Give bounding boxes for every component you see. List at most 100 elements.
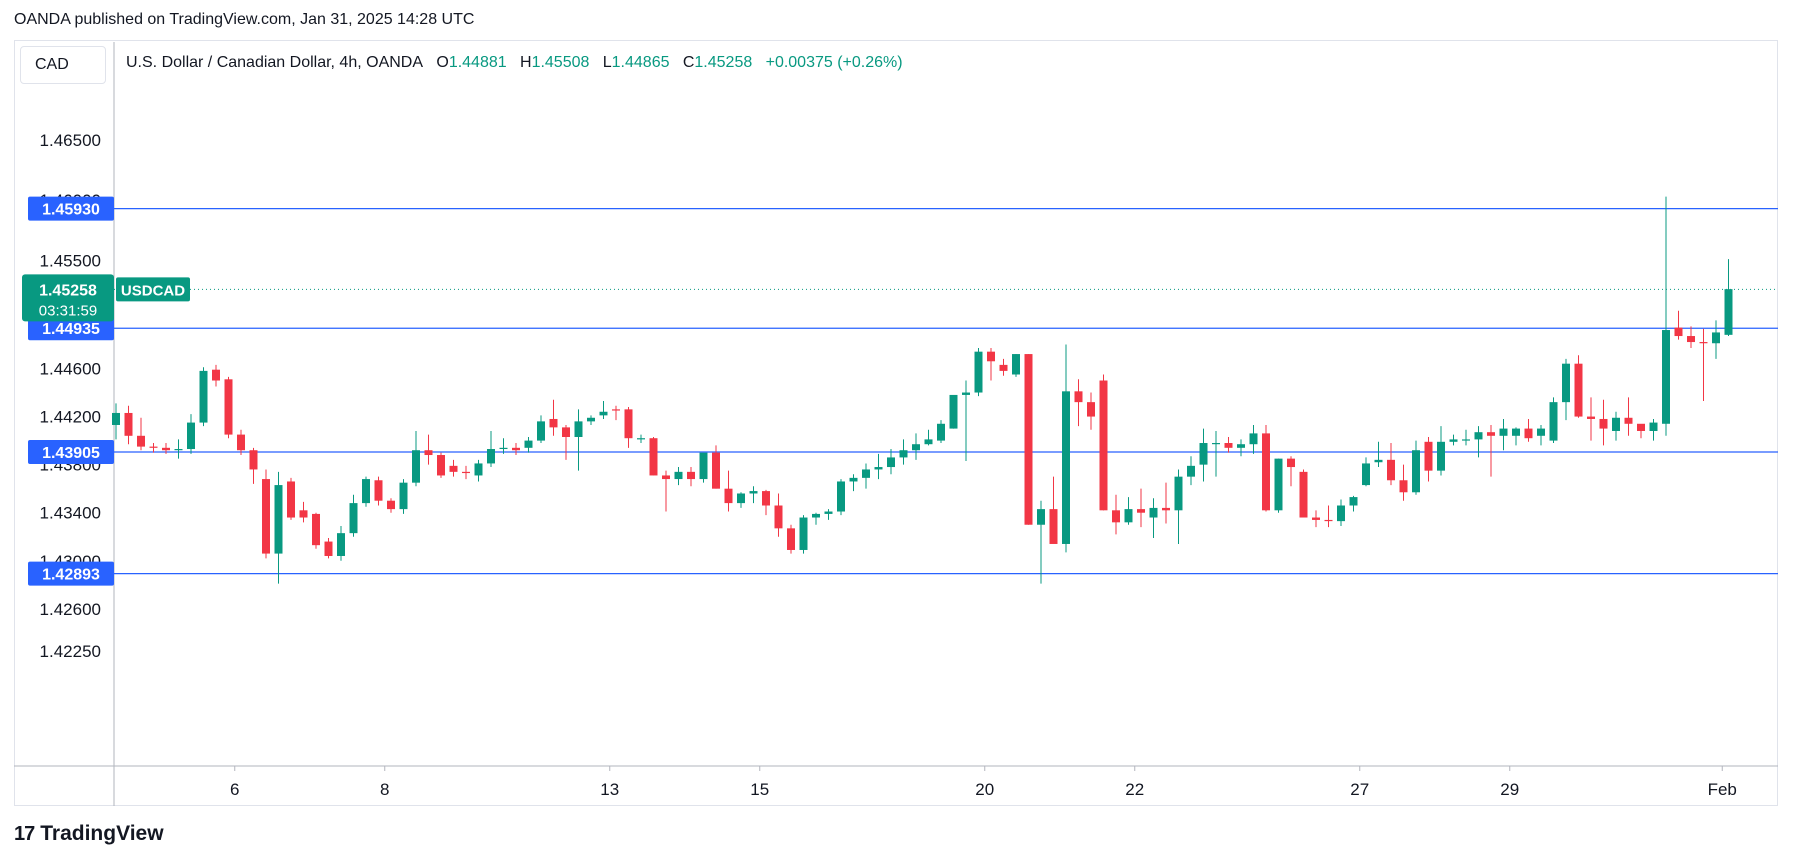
candle-body-down xyxy=(1399,480,1408,493)
candle-body-up xyxy=(1462,439,1470,441)
candle-body-down xyxy=(387,500,395,510)
tradingview-logo-icon: 17 xyxy=(14,822,35,845)
candle-body-down xyxy=(262,479,270,554)
price-level-label: 1.42893 xyxy=(42,567,100,584)
candle-body-up xyxy=(824,511,833,514)
candle-body-up xyxy=(362,479,370,504)
candle-body-down xyxy=(1074,391,1083,403)
price-level-label-bg xyxy=(28,440,114,465)
candle-body-up xyxy=(1562,363,1570,403)
candle-body-up xyxy=(1374,459,1383,463)
candle-body-down xyxy=(712,452,720,489)
candle-body-up xyxy=(799,517,808,550)
open-value: 1.44881 xyxy=(448,54,507,71)
price-level-label: 1.43905 xyxy=(42,445,100,462)
x-tick-label: Feb xyxy=(1708,780,1737,799)
candle-body-up xyxy=(962,392,970,395)
candle-body-down xyxy=(287,481,295,518)
candle-body-up xyxy=(1412,450,1420,493)
candle-body-down xyxy=(1324,519,1333,522)
candle-body-down xyxy=(1224,443,1233,448)
candle-body-up xyxy=(849,477,858,482)
candle-body-up xyxy=(887,457,895,468)
candle-body-down xyxy=(1024,354,1033,525)
candle-body-down xyxy=(249,450,258,470)
candle-body-up xyxy=(337,533,345,556)
candle-body-up xyxy=(1612,417,1620,431)
change-value: +0.00375 (+0.26%) xyxy=(765,54,903,71)
candle-body-down xyxy=(1287,458,1295,468)
candle-body-down xyxy=(124,412,133,436)
candle-body-up xyxy=(1649,422,1658,431)
high-value: 1.45508 xyxy=(531,54,590,71)
candle-body-up xyxy=(174,449,183,451)
candle-body-up xyxy=(412,450,420,483)
candle-body-up xyxy=(1724,289,1733,335)
candle-body-down xyxy=(987,351,995,362)
candle-body-up xyxy=(1249,433,1258,445)
candle-body-up xyxy=(874,467,883,470)
candle-body-up xyxy=(1149,507,1158,518)
symbol-title: U.S. Dollar / Canadian Dollar, 4h, OANDA xyxy=(126,54,424,71)
candle-body-down xyxy=(1637,423,1645,431)
price-level-label-bg xyxy=(28,316,114,341)
chart-legend: U.S. Dollar / Canadian Dollar, 4h, OANDA… xyxy=(126,54,903,72)
candle-body-up xyxy=(1349,497,1358,506)
tradingview-brand[interactable]: 17 TradingView xyxy=(14,822,164,846)
candle-body-down xyxy=(1262,433,1270,511)
close-value: 1.45258 xyxy=(694,54,753,71)
chart-frame xyxy=(14,40,1778,806)
candle-body-down xyxy=(1424,441,1433,471)
y-tick-label: 1.45500 xyxy=(40,251,101,270)
candle-body-up xyxy=(1337,505,1345,522)
low-label: L xyxy=(602,54,612,71)
candle-body-down xyxy=(1487,432,1495,436)
candle-body-up xyxy=(924,439,933,445)
brand-name: TradingView xyxy=(40,822,164,845)
candle-body-up xyxy=(349,503,358,534)
candle-body-down xyxy=(224,379,233,435)
candle-body-down xyxy=(612,409,620,411)
candle-body-down xyxy=(1099,380,1108,511)
candle-body-up xyxy=(1199,443,1208,465)
candle-body-up xyxy=(974,351,983,393)
candle-body-down xyxy=(374,480,383,501)
candle-body-up xyxy=(524,440,533,448)
candle-body-up xyxy=(1237,444,1245,448)
currency-selector[interactable]: CAD xyxy=(20,46,106,84)
candle-body-up xyxy=(112,412,120,425)
candle-body-up xyxy=(637,438,645,440)
candle-body-up xyxy=(1512,428,1520,436)
y-tick-label: 1.44200 xyxy=(40,408,101,427)
candle-body-down xyxy=(137,435,145,447)
candle-body-up xyxy=(1012,354,1020,375)
candle-body-down xyxy=(1599,418,1608,429)
candle-body-up xyxy=(1437,441,1445,471)
candle-body-down xyxy=(1312,517,1320,520)
candle-body-up xyxy=(199,370,208,423)
y-tick-label: 1.44600 xyxy=(40,359,101,378)
candle-body-up xyxy=(1174,476,1183,511)
candle-body-down xyxy=(449,465,458,472)
candle-body-down xyxy=(512,447,520,451)
candle-body-down xyxy=(787,528,795,550)
candle-body-down xyxy=(1624,417,1633,424)
candle-body-up xyxy=(599,411,608,416)
symbol-label-bg xyxy=(116,277,190,302)
candle-body-up xyxy=(1662,330,1670,424)
last-price-label: 1.45258 xyxy=(39,282,97,299)
candle-body-up xyxy=(499,447,508,450)
candle-body-down xyxy=(462,471,470,474)
candle-body-up xyxy=(1274,458,1283,511)
low-value: 1.44865 xyxy=(611,54,670,71)
candle-body-down xyxy=(1524,428,1533,439)
candle-body-down xyxy=(1587,416,1595,419)
candle-body-up xyxy=(274,485,283,554)
candle-body-down xyxy=(1574,363,1583,417)
candle-body-up xyxy=(1362,463,1370,486)
candle-body-up xyxy=(812,513,820,518)
candle-body-up xyxy=(737,493,745,504)
candle-body-up xyxy=(1062,391,1070,544)
candle-body-down xyxy=(999,364,1008,371)
